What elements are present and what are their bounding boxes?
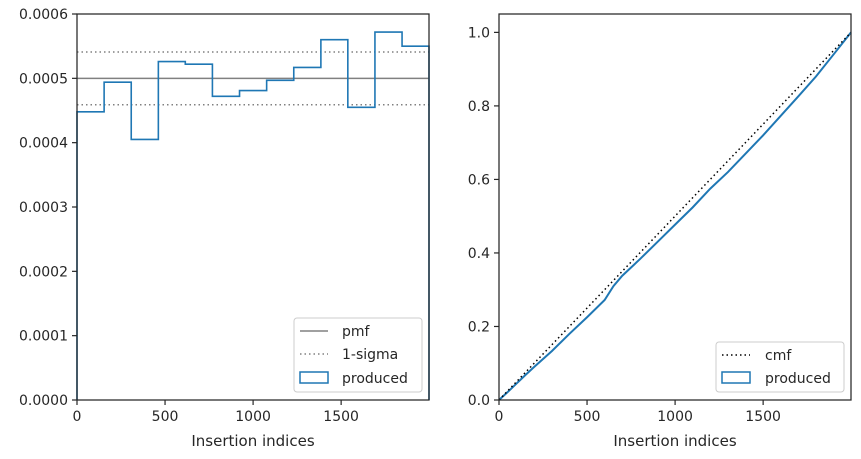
left-y-tick-label: 0.0003: [19, 200, 68, 216]
legend-cmf-label: cmf: [765, 348, 792, 364]
right-chart: 0 500 1000 1500 0.0 0.2 0.4 0.6 0.8 1.0 Insertio…: [468, 13, 852, 450]
right-legend: cmf produced: [715, 341, 845, 393]
produced-cumulative-line: [498, 31, 852, 401]
cmf-line: [498, 31, 852, 401]
produced-histogram: [76, 31, 430, 400]
right-x-tick-label: 1500: [745, 409, 781, 425]
left-x-tick-label: 1000: [235, 409, 271, 425]
right-x-tick-label: 500: [574, 409, 601, 425]
right-y-ticks: 0.0 0.2 0.4 0.6 0.8 1.0: [468, 25, 499, 409]
left-x-axis-label: Insertion indices: [191, 432, 314, 450]
legend-produced-label: produced: [342, 371, 408, 387]
right-x-tick-label: 1000: [657, 409, 693, 425]
right-y-tick-label: 0.2: [468, 319, 490, 335]
right-plot-area: [498, 31, 852, 401]
right-y-tick-label: 0.4: [468, 246, 490, 262]
left-x-ticks: 0 500 1000 1500: [73, 400, 359, 425]
left-legend: pmf 1-sigma produced: [293, 317, 423, 393]
right-legend-box: [715, 341, 845, 393]
left-x-tick-label: 0: [73, 409, 82, 425]
left-y-ticks: 0.0000 0.0001 0.0002 0.0003 0.0004 0.0005 0.00…: [19, 7, 77, 409]
right-x-ticks: 0 500 1000 1500: [495, 400, 781, 425]
legend-1-sigma-label: 1-sigma: [342, 347, 398, 363]
left-x-tick-label: 1500: [323, 409, 359, 425]
right-x-axis-label: Insertion indices: [613, 432, 736, 450]
legend-produced-swatch: [721, 371, 751, 384]
left-y-tick-label: 0.0001: [19, 329, 68, 345]
left-y-tick-label: 0.0002: [19, 264, 68, 280]
left-plot-area: [76, 31, 430, 400]
left-y-tick-label: 0.0000: [19, 393, 68, 409]
left-legend-box: [293, 317, 423, 393]
legend-produced-label: produced: [765, 371, 831, 387]
right-x-tick-label: 0: [495, 409, 504, 425]
legend-produced-swatch: [299, 371, 329, 384]
right-y-tick-label: 0.8: [468, 99, 490, 115]
left-chart: 0 500 1000 1500 0.00000.00010.00020.00030.0…: [19, 7, 430, 450]
left-x-tick-label: 500: [152, 409, 179, 425]
right-y-tick-label: 0.0: [468, 393, 490, 409]
left-y-tick-label: 0.0004: [19, 136, 68, 152]
right-y-tick-label: 1.0: [468, 25, 490, 41]
right-y-tick-label: 0.6: [468, 172, 490, 188]
left-y-tick-label: 0.0005: [19, 71, 68, 87]
left-y-tick-label: 0.0006: [19, 7, 68, 23]
legend-pmf-label: pmf: [342, 324, 371, 340]
